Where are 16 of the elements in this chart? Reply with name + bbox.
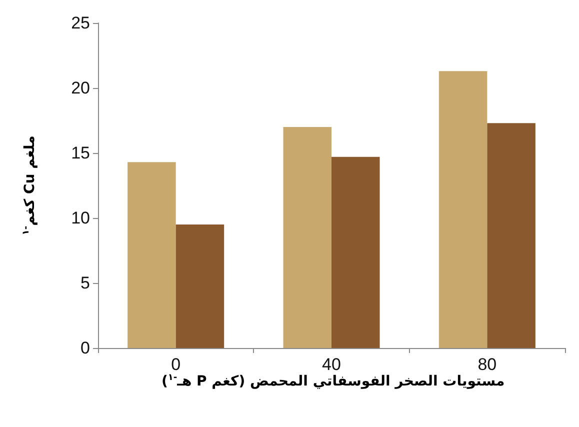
bar: [332, 156, 380, 348]
y-tick-label: 20: [71, 78, 90, 98]
x-tick-label: 40: [322, 355, 341, 374]
bar: [487, 123, 536, 348]
y-tick-label: 5: [80, 274, 90, 292]
y-tick-label: 10: [71, 208, 90, 228]
bar: [176, 224, 224, 348]
bar: [128, 162, 176, 348]
x-axis-title: مستويات الصخر الفوسفاتي المحمض (كغم P هـ$^{-١}$): [162, 373, 505, 390]
y-tick-label: 25: [71, 14, 90, 32]
x-tick-label: 80: [478, 355, 497, 374]
y-tick-label: 15: [71, 144, 90, 162]
bar: [438, 71, 488, 348]
y-tick-label: 0: [80, 338, 90, 358]
x-tick-label: 0: [171, 355, 181, 374]
bar: [283, 127, 332, 348]
